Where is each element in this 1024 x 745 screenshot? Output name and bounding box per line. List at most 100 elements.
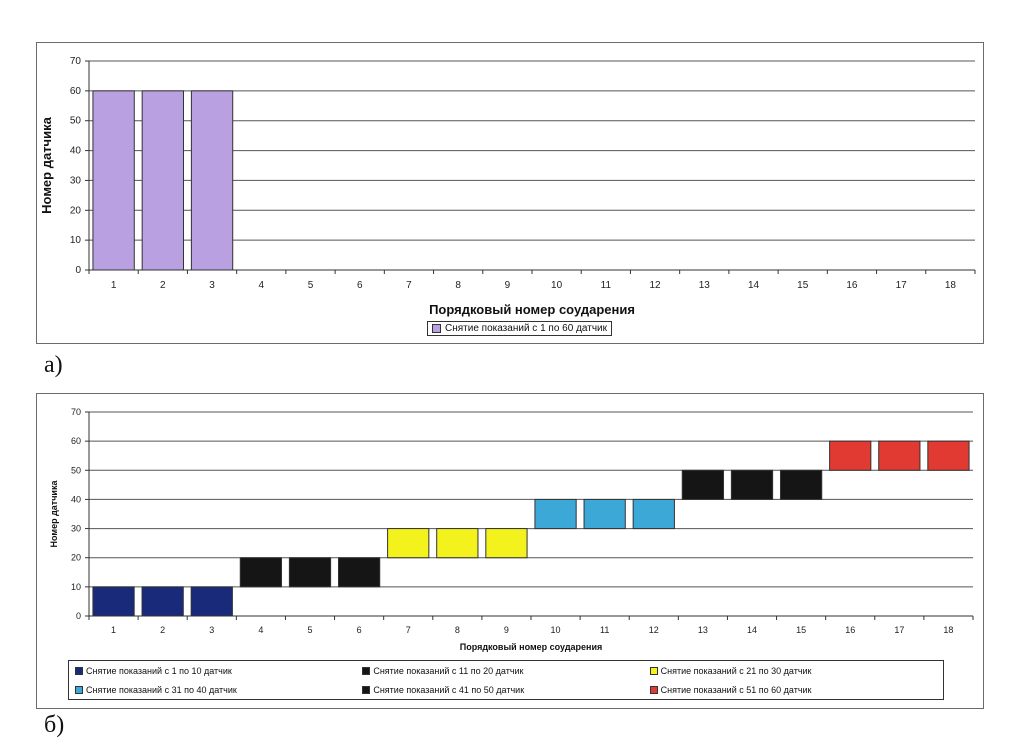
x-tick-label: 18 [945, 280, 957, 291]
y-tick-label: 20 [70, 205, 82, 216]
bar [583, 498, 626, 530]
x-tick-label: 7 [406, 280, 412, 291]
y-tick-label: 50 [71, 465, 81, 475]
x-tick-label: 13 [699, 280, 711, 291]
legend-b-swatch [75, 685, 83, 694]
legend-b-swatch [362, 666, 371, 675]
y-tick-label: 70 [70, 56, 82, 67]
y-tick-label: 10 [70, 235, 82, 246]
x-tick-label: 3 [209, 625, 214, 635]
bar [92, 586, 135, 617]
chart-a-frame: 0 10 20 30 40 50 60 70 1 2 3 4 5 6 7 8 9 10 11 12 13 14 15 16 17… [36, 42, 984, 344]
x-tick-label: 11 [601, 280, 612, 291]
y-tick-label: 20 [71, 553, 81, 563]
bar [534, 498, 577, 530]
y-tick-label: 30 [71, 524, 81, 534]
x-tick-label: 3 [209, 280, 215, 291]
legend-b-item: Снятие показаний с 1 по 10 датчик [75, 666, 362, 676]
chart-b-legend: Снятие показаний с 1 по 10 датчик Снятие… [68, 660, 944, 700]
x-tick-label: 14 [748, 280, 760, 291]
x-tick-label: 16 [846, 280, 858, 291]
y-tick-label: 50 [70, 116, 82, 127]
legend-b-item: Снятие показаний с 41 по 50 датчик [362, 685, 649, 695]
x-tick-label: 9 [505, 280, 511, 291]
bar [190, 586, 233, 617]
bar [387, 528, 430, 559]
x-tick-label: 1 [111, 625, 116, 635]
y-axis-title: Номер датчика [49, 480, 59, 548]
x-tick-label: 16 [845, 625, 855, 635]
x-tick-label: 13 [698, 625, 708, 635]
legend-b-swatch [75, 666, 83, 675]
legend-b-swatch [362, 685, 371, 694]
x-tick-label: 5 [308, 280, 314, 291]
y-tick-label: 40 [71, 494, 81, 504]
legend-b-item: Снятие показаний с 21 по 30 датчик [649, 665, 937, 676]
x-tick-label: 1 [111, 280, 117, 291]
x-tick-label: 9 [504, 625, 509, 635]
legend-b-item: Снятие показаний с 31 по 40 датчик [75, 685, 362, 695]
bar [927, 440, 970, 471]
x-tick-label: 2 [160, 625, 165, 635]
chart-b-frame: 0 10 20 30 40 50 60 70 1 2 3 4 5 6 7 8 9 10 11 12 13 14 15 16 17… [36, 393, 984, 709]
x-tick-label: 10 [551, 280, 563, 291]
y-tick-label: 40 [70, 146, 82, 157]
x-tick-label: 14 [747, 625, 757, 635]
y-tick-label: 0 [76, 611, 81, 621]
bar [141, 586, 184, 617]
legend-a-label: Снятие показаний с 1 по 60 датчик [445, 323, 608, 334]
legend-b-item: Снятие показаний с 11 по 20 датчик [362, 666, 649, 676]
bar [337, 557, 381, 588]
legend-b-label: Снятие показаний с 41 по 50 датчик [373, 684, 525, 695]
figure-label-a: а) [44, 352, 63, 378]
legend-b-item: Снятие показаний с 51 по 60 датчик [649, 684, 937, 695]
y-tick-label: 0 [75, 265, 81, 276]
legend-b-label: Снятие показаний с 21 по 30 датчик [660, 665, 812, 676]
x-tick-label: 8 [455, 625, 460, 635]
x-tick-label: 4 [258, 280, 264, 291]
x-tick-label: 4 [258, 625, 263, 635]
legend-b-label: Снятие показаний с 31 по 40 датчик [86, 684, 237, 695]
bar [436, 528, 479, 559]
bar [239, 557, 283, 588]
bar [730, 469, 774, 500]
bar [779, 469, 823, 500]
x-tick-label: 10 [551, 625, 561, 635]
bar [829, 440, 872, 471]
x-tick-label: 2 [160, 280, 166, 291]
x-tick-label: 11 [600, 625, 609, 635]
x-tick-label: 5 [307, 625, 312, 635]
legend-b-label: Снятие показаний с 1 по 10 датчик [86, 665, 232, 676]
bar [288, 557, 332, 588]
y-tick-label: 30 [70, 175, 82, 186]
x-tick-label: 12 [649, 625, 659, 635]
bar [141, 90, 185, 271]
bar [681, 469, 725, 500]
x-tick-label: 7 [406, 625, 411, 635]
x-tick-label: 8 [455, 280, 461, 291]
x-tick-label: 15 [797, 280, 809, 291]
x-tick-label: 18 [943, 625, 953, 635]
chart-a-legend: Снятие показаний с 1 по 60 датчик [427, 321, 613, 336]
legend-a-swatch [432, 324, 441, 333]
bar [485, 528, 528, 559]
x-tick-label: 6 [357, 280, 363, 291]
legend-b-label: Снятие показаний с 11 по 20 датчик [373, 665, 524, 676]
x-tick-label: 17 [894, 625, 904, 635]
bar [190, 90, 234, 271]
figure-label-b: б) [44, 712, 65, 738]
y-tick-label: 10 [71, 582, 81, 592]
bar [878, 440, 921, 471]
y-tick-label: 60 [70, 86, 82, 97]
x-axis-title: Порядковый номер соударения [429, 302, 635, 317]
y-tick-label: 70 [71, 407, 81, 417]
bar [92, 90, 135, 271]
bar [632, 498, 675, 530]
x-tick-label: 17 [896, 280, 908, 291]
legend-b-swatch [649, 685, 658, 694]
x-tick-label: 12 [649, 280, 661, 291]
legend-b-label: Снятие показаний с 51 по 60 датчик [660, 684, 812, 695]
y-axis-title: Номер датчика [39, 116, 54, 213]
